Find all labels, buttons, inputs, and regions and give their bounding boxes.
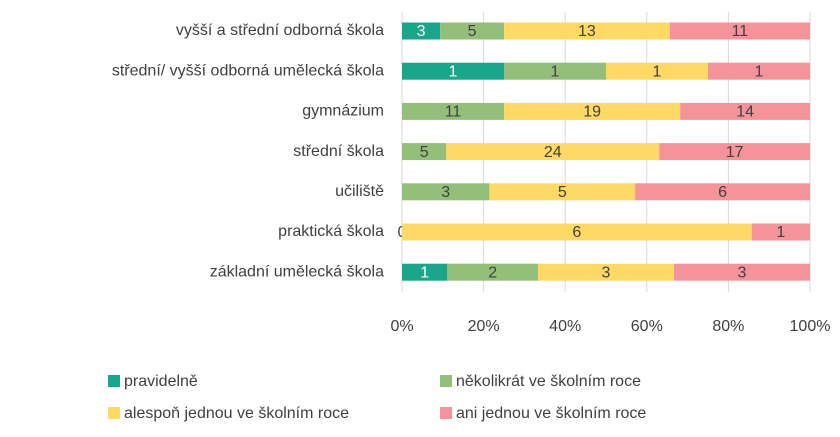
x-tick-label: 60%	[631, 318, 663, 335]
legend-swatch	[108, 375, 120, 387]
data-label: 17	[726, 144, 744, 161]
data-label: 1	[551, 63, 560, 80]
category-label: učiliště	[335, 183, 384, 200]
bar-segment	[402, 143, 447, 161]
data-label: 3	[738, 264, 747, 281]
bar-segment	[680, 102, 810, 120]
bar-segment	[635, 183, 810, 201]
bar-segment	[447, 263, 538, 281]
data-label: 1	[420, 264, 429, 281]
data-label: 6	[718, 184, 727, 201]
bar-segment	[402, 62, 504, 80]
category-label: praktická škola	[278, 223, 384, 240]
legend-label: pravidelně	[124, 373, 198, 390]
bar-segment	[606, 62, 708, 80]
bar-segment	[402, 263, 448, 281]
data-label: 11	[445, 104, 462, 121]
bar-segment	[674, 263, 810, 281]
data-label: 19	[583, 104, 601, 121]
category-label: střední škola	[293, 143, 384, 160]
category-label: vyšší a střední odborná škola	[176, 22, 384, 39]
legend-swatch	[108, 407, 120, 419]
x-tick-label: 0%	[390, 318, 413, 335]
bar-segment	[659, 143, 810, 161]
data-label: 1	[449, 63, 458, 80]
data-label: 11	[732, 23, 749, 40]
data-label: 5	[558, 184, 567, 201]
data-label: 5	[420, 144, 429, 161]
x-tick-label: 20%	[468, 318, 500, 335]
data-label: 3	[602, 264, 611, 281]
bar-segment	[402, 102, 504, 120]
bar-segment	[402, 223, 752, 241]
bar-segment	[751, 223, 810, 241]
data-label: 6	[572, 224, 581, 241]
data-label: 24	[544, 144, 562, 161]
data-label: 14	[736, 104, 754, 121]
bar-segment	[504, 22, 670, 40]
bar-segment	[402, 22, 441, 40]
x-tick-label: 80%	[712, 318, 744, 335]
bar-segment	[440, 22, 504, 40]
data-label: 3	[417, 23, 426, 40]
data-label: 1	[755, 63, 764, 80]
x-tick-label: 100%	[790, 318, 831, 335]
bar-segment	[669, 22, 810, 40]
legend-label: alespoň jednou ve školním roce	[124, 405, 349, 422]
legend-swatch	[440, 407, 452, 419]
bar-segment	[708, 62, 810, 80]
data-label: 13	[578, 23, 596, 40]
category-label: střední/ vyšší odborná umělecká škola	[112, 62, 384, 79]
legend-label: několikrát ve školním roce	[456, 373, 641, 390]
data-label: 3	[441, 184, 450, 201]
data-label: 5	[468, 23, 477, 40]
bar-segment	[504, 102, 681, 120]
bar-segment	[446, 143, 660, 161]
bar-segment	[489, 183, 636, 201]
bar-segment	[504, 62, 606, 80]
data-label: 1	[776, 224, 785, 241]
legend-label: ani jednou ve školním roce	[456, 405, 646, 422]
bar-segment	[538, 263, 674, 281]
category-label: gymnázium	[302, 103, 384, 120]
category-label: základní umělecká škola	[210, 263, 384, 280]
legend-swatch	[440, 375, 452, 387]
data-label: 2	[488, 264, 497, 281]
x-tick-label: 40%	[549, 318, 581, 335]
bar-segment	[402, 183, 490, 201]
data-label: 1	[653, 63, 662, 80]
